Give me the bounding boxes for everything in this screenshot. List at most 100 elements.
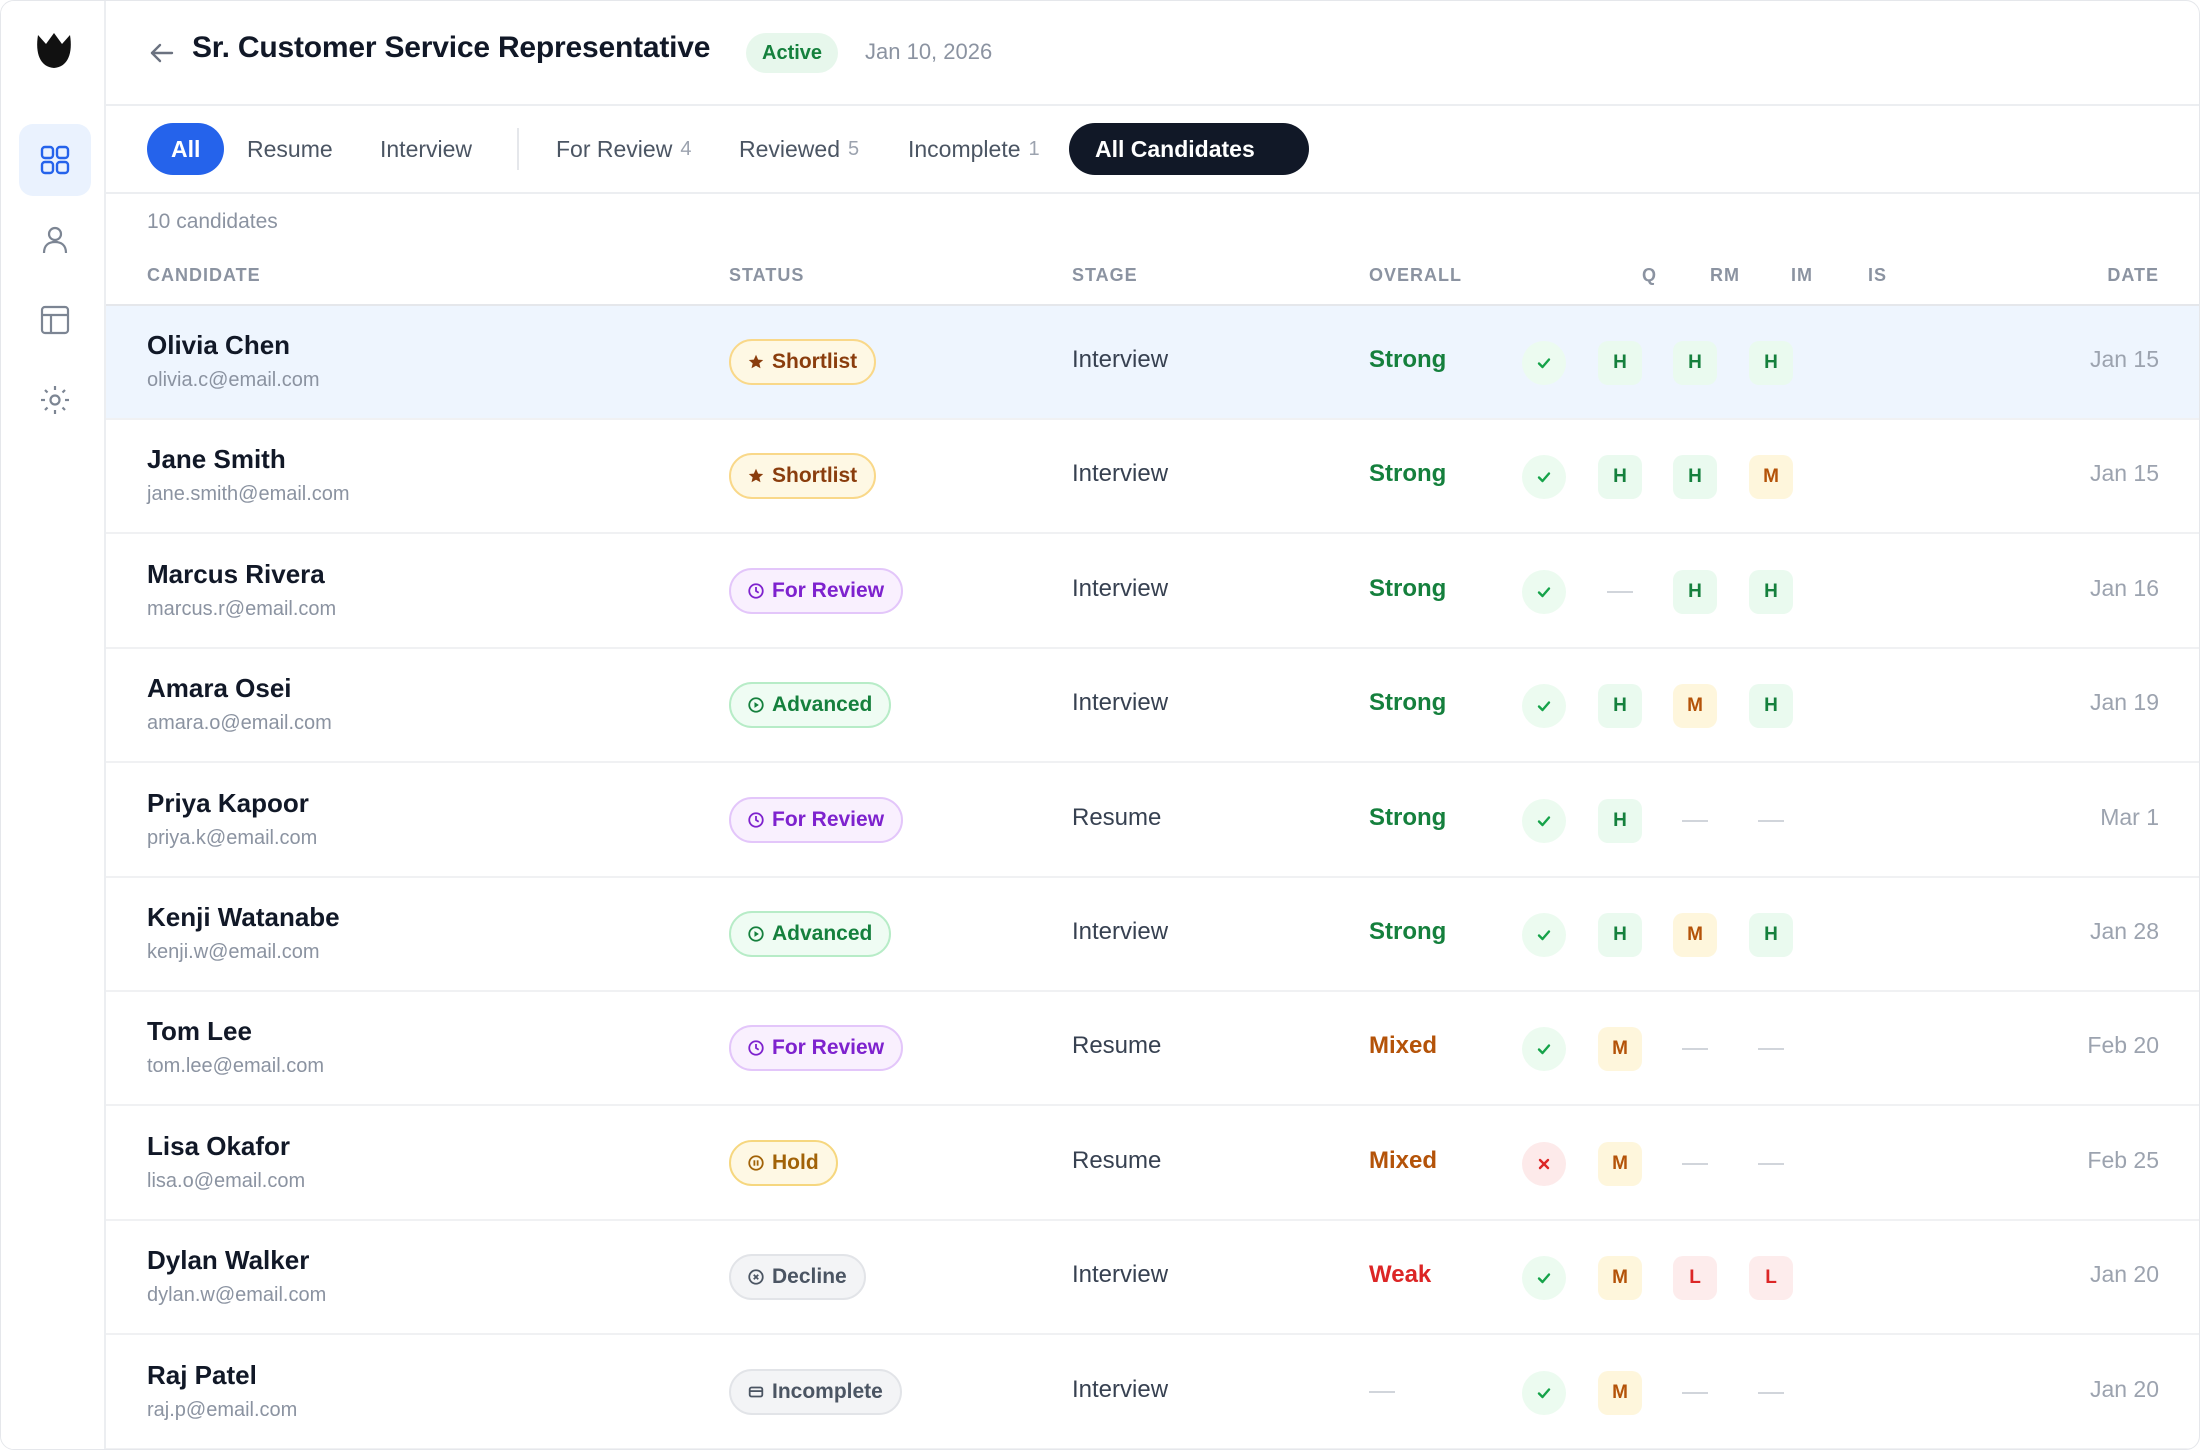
candidate-email: priya.k@email.com [147,826,318,849]
candidate-name[interactable]: Amara Osei [147,673,292,704]
nav-dashboard[interactable] [19,124,91,196]
candidate-email: olivia.c@email.com [147,369,320,391]
stage-cell: Resume [1072,1146,1162,1174]
im-empty [1673,1027,1717,1071]
overall-rating: Mixed [1369,1146,1438,1174]
date-cell: Jan 15 [2089,346,2159,372]
table-row[interactable]: Amara Osei amara.o@email.com Advanced Inter… [106,649,2199,764]
im-score-chip: M [1673,913,1717,957]
table-row[interactable]: Dylan Walker dylan.w@email.com Decline Inte… [106,1221,2199,1336]
candidate-name[interactable]: Lisa Okafor [147,1130,291,1161]
stage-cell: Interview [1072,346,1169,373]
status-badge[interactable]: Shortlist [729,339,877,385]
table-row[interactable]: Jane Smith jane.smith@email.com Shortlist I… [106,420,2199,535]
status-label: Shortlist [772,350,858,373]
nav-people[interactable] [19,204,91,276]
status-badge[interactable]: For Review [729,1025,904,1072]
col-date[interactable]: DATE [2107,265,2159,285]
status-badge[interactable]: Hold [729,1139,838,1186]
is-score-chip: H [1749,684,1793,729]
status-label: Decline [772,1265,847,1289]
candidate-name[interactable]: Marcus Rivera [147,558,325,589]
col-im[interactable]: IM [1791,265,1813,285]
tab-label: All [171,135,201,162]
play-circle-icon [748,926,764,942]
candidate-name[interactable]: Olivia Chen [147,330,291,360]
im-score-chip: L [1673,1256,1717,1301]
candidate-email: dylan.w@email.com [147,1284,327,1307]
table-header-divider [106,304,2199,306]
is-empty [1749,1142,1793,1186]
candidate-name[interactable]: Raj Patel [147,1359,257,1390]
overall-rating: Strong [1369,460,1447,488]
is-score-chip: M [1749,455,1793,500]
rm-score-chip: H [1598,913,1642,957]
rm-score-chip: H [1598,798,1642,843]
is-empty [1749,799,1793,843]
table-row[interactable]: Kenji Watanabe kenji.w@email.com Advanced I… [106,878,2199,992]
arrow-left-icon[interactable] [146,37,178,69]
clock-icon [748,811,764,828]
col-is[interactable]: IS [1868,265,1888,285]
tab-for-review[interactable]: For Review 4 [556,123,691,175]
col-stage[interactable]: STAGE [1072,265,1138,285]
tab-reviewed[interactable]: Reviewed 5 [739,123,859,175]
table-row[interactable]: Tom Lee tom.lee@email.com For Review Resume… [106,992,2199,1107]
job-date: Jan 10, 2026 [865,39,993,64]
table-row[interactable]: Priya Kapoor priya.k@email.com For Review R… [106,764,2199,878]
col-candidate[interactable]: CANDIDATE [147,265,261,285]
rm-score-chip: H [1598,684,1642,729]
tab-incomplete[interactable]: Incomplete 1 [908,123,1040,175]
status-badge[interactable]: Advanced [729,911,892,957]
col-overall[interactable]: OVERALL [1369,265,1463,285]
rm-score-chip: M [1598,1256,1642,1301]
status-badge[interactable]: Advanced [729,682,892,729]
tab-count: 4 [680,137,692,160]
status-label: Advanced [772,693,873,717]
status-badge[interactable]: Incomplete [729,1368,902,1415]
card-icon [748,1386,764,1397]
status-badge[interactable]: Shortlist [729,453,877,500]
q-check-icon [1522,684,1566,729]
candidate-name[interactable]: Tom Lee [147,1016,252,1047]
stage-cell: Interview [1072,1261,1169,1289]
page-header: Sr. Customer Service Representative Acti… [106,1,2199,106]
overall-rating-empty [1369,1390,1395,1393]
tulip-logo-icon[interactable] [35,31,73,71]
star-icon [748,354,764,369]
table-row[interactable]: Lisa Okafor lisa.o@email.com Hold Resume Mix… [106,1107,2199,1221]
rm-score-chip: M [1598,1027,1642,1072]
table-row[interactable]: Raj Patel raj.p@email.com Incomplete Interv… [106,1336,2199,1449]
status-badge[interactable]: For Review [729,567,904,614]
col-q[interactable]: Q [1642,265,1658,285]
col-status[interactable]: STATUS [729,265,805,285]
col-rm[interactable]: RM [1710,265,1740,285]
overall-rating: Strong [1369,803,1447,831]
tab-interview[interactable]: Interview [380,123,472,175]
tab-all[interactable]: All [147,123,225,175]
im-empty [1673,1371,1717,1415]
candidate-email: tom.lee@email.com [147,1055,325,1078]
candidate-name[interactable]: Jane Smith [147,444,286,475]
candidate-name[interactable]: Dylan Walker [147,1245,310,1276]
tab-resume[interactable]: Resume [247,123,333,175]
q-check-icon [1522,1256,1566,1301]
nav-settings[interactable] [19,364,91,436]
nav-layout[interactable] [19,284,91,356]
person-icon [42,226,68,254]
table-row[interactable]: Olivia Chen olivia.c@email.com Shortlist In… [106,306,2199,420]
status-label: For Review [772,807,885,831]
settings-icon [41,386,69,414]
layout-icon [40,305,70,335]
rm-score-chip: M [1598,1370,1642,1415]
date-cell: Feb 20 [2087,1032,2159,1059]
tab-divider [517,128,519,170]
tab-label: Resume [247,135,333,162]
candidate-name[interactable]: Priya Kapoor [147,787,309,818]
status-badge[interactable]: Decline [729,1254,866,1301]
table-row[interactable]: Marcus Rivera marcus.r@email.com For Revie… [106,535,2199,649]
tab-all-candidates[interactable]: All Candidates [1069,123,1309,175]
candidate-name[interactable]: Kenji Watanabe [147,902,340,932]
status-badge[interactable]: For Review [729,796,904,843]
